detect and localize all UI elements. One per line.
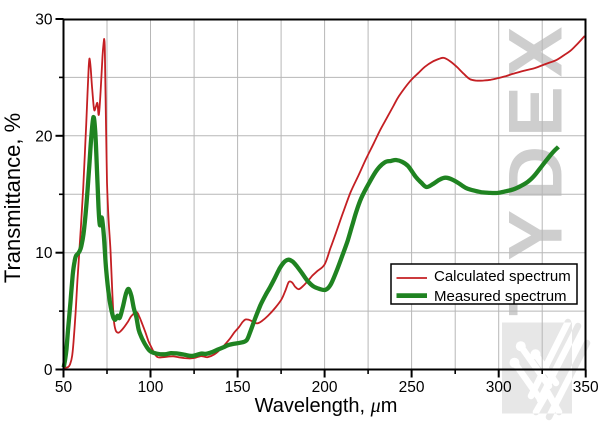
- svg-text:0: 0: [44, 362, 53, 379]
- svg-text:150: 150: [225, 379, 251, 396]
- svg-text:Calculated spectrum: Calculated spectrum: [434, 268, 571, 285]
- svg-text:350: 350: [573, 379, 599, 396]
- svg-text:Measured spectrum: Measured spectrum: [434, 288, 567, 305]
- svg-text:100: 100: [138, 379, 164, 396]
- svg-text:Transmittance, %: Transmittance, %: [0, 113, 25, 283]
- svg-text:250: 250: [399, 379, 425, 396]
- svg-text:20: 20: [35, 128, 53, 145]
- svg-text:300: 300: [486, 379, 512, 396]
- svg-text:10: 10: [35, 245, 53, 262]
- svg-text:30: 30: [35, 12, 53, 29]
- svg-text:Wavelength, μm: Wavelength, μm: [255, 395, 398, 417]
- svg-text:50: 50: [55, 379, 73, 396]
- svg-text:200: 200: [312, 379, 338, 396]
